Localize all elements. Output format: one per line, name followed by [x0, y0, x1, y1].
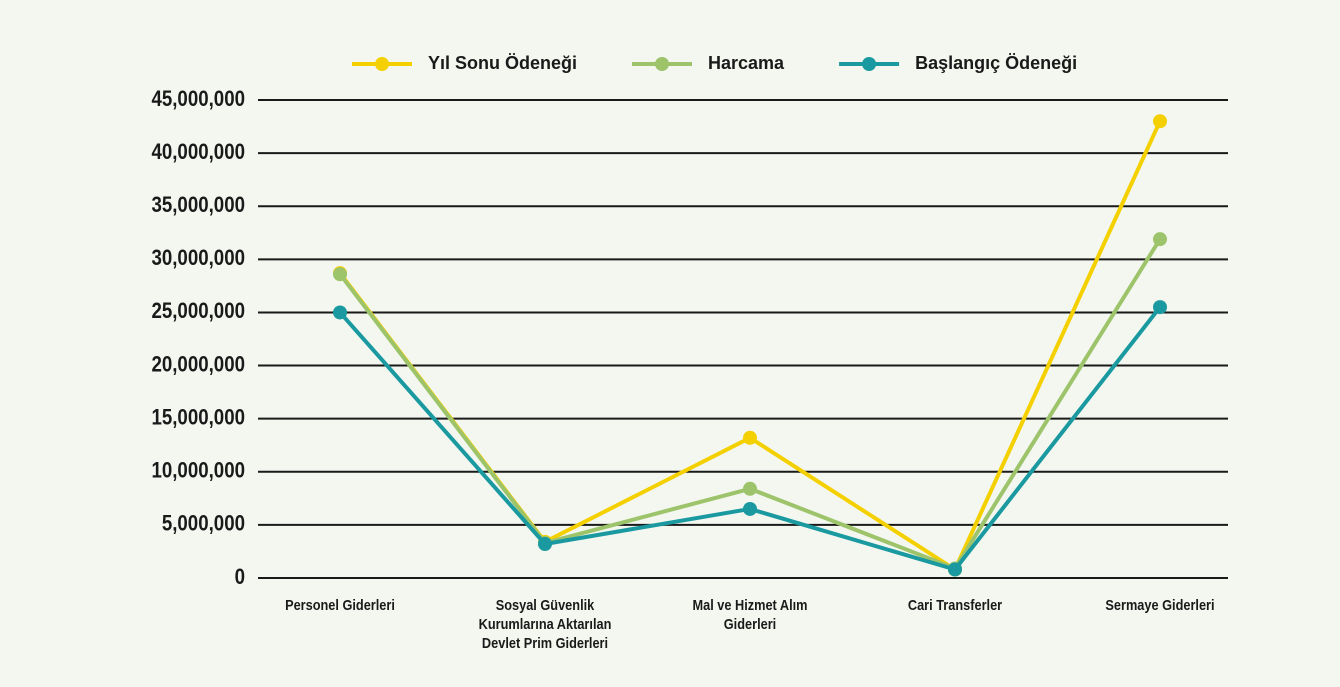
x-tick-label: Sosyal Güvenlik Kurumlarına Aktarılan De… [478, 597, 612, 652]
y-tick-label: 25,000,000 [151, 300, 245, 324]
y-tick-label: 40,000,000 [151, 141, 245, 165]
y-tick-label: 45,000,000 [151, 87, 245, 111]
legend-marker [655, 57, 670, 71]
point [333, 267, 347, 282]
point [1153, 300, 1167, 315]
x-tick-label: Personel Giderleri [285, 597, 395, 614]
point [1153, 114, 1167, 129]
point [538, 537, 552, 552]
y-tick-label: 10,000,000 [151, 459, 245, 483]
y-tick-label: 15,000,000 [151, 406, 245, 430]
point [743, 481, 757, 496]
legend-label: Başlangıç Ödeneği [915, 53, 1077, 73]
y-tick-label: 0 [235, 565, 245, 589]
point [743, 501, 757, 516]
x-tick-label: Cari Transferler [907, 597, 1003, 614]
y-tick-label: 30,000,000 [151, 247, 245, 271]
y-tick-label: 5,000,000 [162, 512, 245, 536]
legend-label: Harcama [708, 53, 785, 73]
point [333, 305, 347, 320]
legend-marker [375, 57, 389, 71]
x-tick-label: Mal ve Hizmet Alım Giderleri [692, 597, 808, 633]
legend-marker [862, 57, 877, 71]
series-line [338, 238, 1162, 571]
x-tick-label: Sermaye Giderleri [1105, 597, 1215, 614]
point [1153, 232, 1167, 247]
point [948, 562, 962, 577]
legend-label: Yıl Sonu Ödeneği [428, 53, 577, 73]
y-tick-label: 35,000,000 [151, 194, 245, 218]
point [743, 430, 757, 445]
y-tick-label: 20,000,000 [151, 353, 245, 377]
